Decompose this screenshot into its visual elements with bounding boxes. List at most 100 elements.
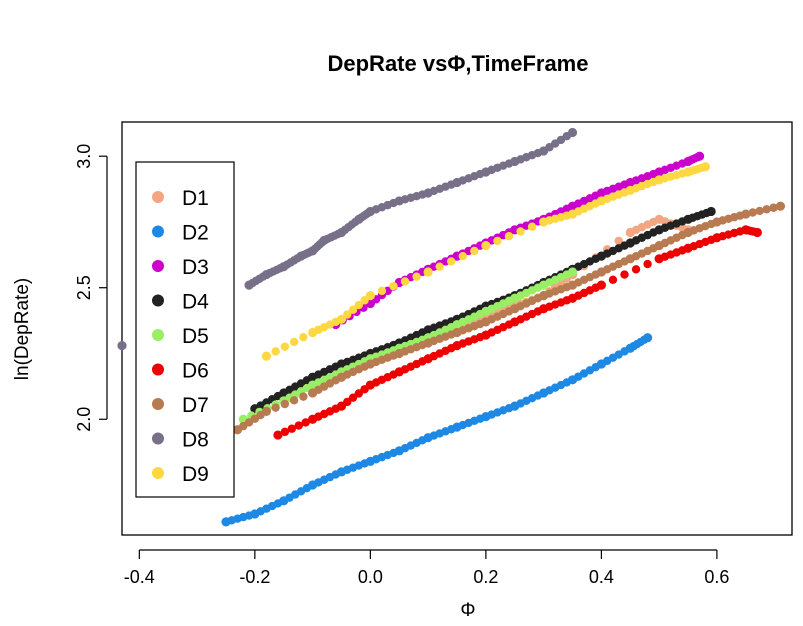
data-point — [755, 206, 764, 216]
data-point — [504, 231, 514, 241]
legend-label-d9: D9 — [182, 463, 209, 486]
data-point — [423, 267, 433, 277]
legend-marker-d3 — [152, 260, 164, 272]
data-point — [289, 337, 299, 347]
data-point — [280, 342, 290, 351]
data-point — [620, 270, 629, 279]
data-point — [336, 314, 347, 324]
data-point — [348, 305, 358, 315]
data-point — [289, 396, 299, 405]
legend-label-d2: D2 — [182, 222, 209, 245]
data-point — [631, 265, 641, 274]
data-point — [343, 397, 352, 407]
x-tick-label: 0.0 — [358, 567, 383, 587]
data-point — [301, 418, 310, 427]
data-point — [354, 389, 364, 398]
data-point — [377, 286, 387, 296]
data-point — [596, 280, 606, 290]
y-axis: 2.0 2.5 3.0 — [74, 144, 108, 432]
data-point — [516, 227, 525, 236]
y-axis-label: ln(DepRate) — [12, 278, 33, 380]
data-point — [343, 310, 352, 319]
x-tick-label: -0.4 — [124, 567, 155, 587]
legend-marker-d9 — [152, 467, 164, 479]
data-point — [294, 421, 303, 430]
legend-marker-d6 — [152, 363, 164, 376]
series-d2 — [221, 333, 653, 527]
data-point — [567, 267, 578, 277]
x-tick-label: 0.2 — [473, 567, 498, 587]
legend-box — [135, 161, 235, 498]
data-point — [608, 275, 618, 285]
data-point — [412, 272, 421, 281]
data-point — [273, 430, 283, 440]
data-point — [299, 332, 308, 342]
data-point — [348, 393, 358, 402]
x-tick-label: -0.2 — [239, 567, 270, 587]
series-d6 — [273, 225, 762, 440]
data-point — [643, 333, 653, 343]
data-point — [383, 286, 392, 296]
data-point — [287, 424, 297, 433]
data-point — [527, 222, 537, 231]
chart-title: DepRate vsΦ,TimeFrame — [328, 51, 589, 76]
data-point — [354, 300, 364, 310]
x-tick-label: 0.6 — [704, 567, 729, 587]
legend-marker-d7 — [152, 398, 164, 410]
data-point — [775, 201, 786, 211]
legend-marker-d2 — [152, 225, 164, 238]
series-d9 — [261, 162, 710, 361]
data-point — [261, 406, 271, 416]
data-point — [280, 399, 290, 409]
data-point — [769, 203, 778, 212]
x-axis-label: Φ — [460, 600, 475, 621]
data-point — [748, 208, 757, 217]
data-points — [117, 127, 786, 527]
data-point — [271, 347, 280, 356]
data-point — [694, 151, 705, 161]
data-point — [389, 281, 398, 291]
legend-label-d6: D6 — [182, 360, 209, 383]
series-d8 — [117, 127, 578, 351]
legend: D1 D2 D3 D4 D5 D6 D7 D8 D9 — [135, 161, 235, 498]
legend-marker-d8 — [152, 432, 164, 445]
data-point — [400, 277, 410, 286]
y-tick-label: 3.0 — [74, 144, 94, 169]
data-point — [117, 340, 127, 351]
plot-frame — [121, 121, 793, 536]
legend-label-d1: D1 — [182, 187, 209, 210]
data-point — [614, 236, 623, 246]
series-d7 — [232, 201, 786, 435]
legend-label-d7: D7 — [182, 394, 209, 417]
data-point — [435, 262, 444, 271]
data-point — [447, 257, 456, 266]
data-point — [643, 259, 652, 269]
x-axis: -0.4 -0.2 0.0 0.2 0.4 0.6 — [124, 549, 729, 587]
data-point — [365, 291, 375, 301]
x-tick-label: 0.4 — [589, 567, 614, 587]
data-point — [700, 162, 710, 172]
legend-marker-d1 — [152, 191, 164, 203]
y-tick-label: 2.0 — [74, 407, 94, 432]
data-point — [271, 403, 280, 412]
data-point — [493, 236, 502, 246]
legend-label-d4: D4 — [182, 291, 209, 314]
data-point — [706, 206, 716, 217]
legend-label-d8: D8 — [182, 429, 209, 452]
data-point — [470, 246, 479, 256]
legend-label-d3: D3 — [182, 256, 209, 279]
data-point — [762, 205, 771, 214]
data-point — [567, 127, 578, 138]
data-point — [752, 227, 762, 238]
data-point — [280, 427, 290, 437]
y-tick-label: 2.5 — [74, 275, 94, 300]
data-point — [261, 351, 271, 361]
legend-marker-d5 — [152, 329, 164, 341]
data-point — [299, 392, 308, 401]
legend-label-d5: D5 — [182, 325, 209, 348]
legend-marker-d4 — [152, 294, 164, 307]
data-point — [741, 209, 751, 219]
data-point — [458, 251, 467, 261]
data-point — [481, 241, 491, 251]
